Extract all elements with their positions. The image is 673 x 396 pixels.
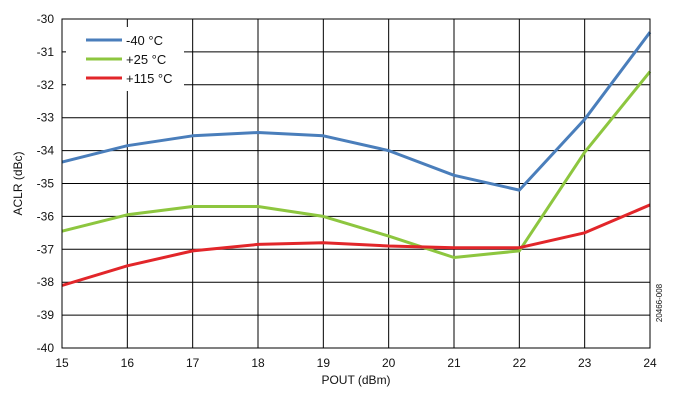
legend-label-1: +25 °C bbox=[126, 52, 166, 67]
y-tick-label: -35 bbox=[37, 177, 55, 191]
x-axis-label: POUT (dBm) bbox=[321, 373, 390, 387]
x-tick-label: 15 bbox=[55, 356, 69, 370]
x-tick-label: 20 bbox=[382, 356, 396, 370]
y-tick-label: -38 bbox=[37, 275, 55, 289]
plot-border bbox=[61, 18, 651, 349]
figure-code-label: 20466-008 bbox=[655, 283, 664, 322]
y-tick-label: -36 bbox=[37, 209, 55, 223]
y-tick-label: -32 bbox=[37, 78, 55, 92]
legend-background bbox=[66, 27, 184, 91]
series-line-0 bbox=[61, 31, 652, 192]
legend: -40 °C +25 °C +115 °C bbox=[66, 27, 184, 91]
y-tick-label: -37 bbox=[37, 242, 55, 256]
legend-label-2: +115 °C bbox=[126, 71, 173, 86]
x-tick-labels: 15 16 17 18 19 20 21 22 23 24 bbox=[55, 356, 657, 370]
legend-label-0: -40 °C bbox=[126, 33, 163, 48]
y-tick-label: -33 bbox=[37, 111, 55, 125]
y-tick-labels: -30 -31 -32 -33 -34 -35 -36 -37 -38 -39 -40 bbox=[37, 12, 55, 355]
series-line-2 bbox=[61, 203, 651, 287]
series-lines bbox=[61, 31, 652, 287]
series-line-1 bbox=[61, 70, 652, 259]
y-tick-label: -31 bbox=[37, 45, 55, 59]
y-tick-label: -40 bbox=[37, 341, 55, 355]
x-tick-label: 23 bbox=[578, 356, 592, 370]
y-tick-label: -30 bbox=[37, 12, 55, 26]
y-tick-label: -34 bbox=[37, 144, 55, 158]
x-tick-label: 22 bbox=[513, 356, 527, 370]
x-tick-label: 18 bbox=[251, 356, 265, 370]
x-tick-label: 16 bbox=[121, 356, 135, 370]
y-tick-label: -39 bbox=[37, 308, 55, 322]
y-axis-label: ACLR (dBc) bbox=[11, 151, 25, 215]
x-tick-label: 17 bbox=[186, 356, 200, 370]
x-tick-label: 19 bbox=[317, 356, 331, 370]
x-tick-label: 24 bbox=[643, 356, 657, 370]
x-tick-label: 21 bbox=[447, 356, 461, 370]
